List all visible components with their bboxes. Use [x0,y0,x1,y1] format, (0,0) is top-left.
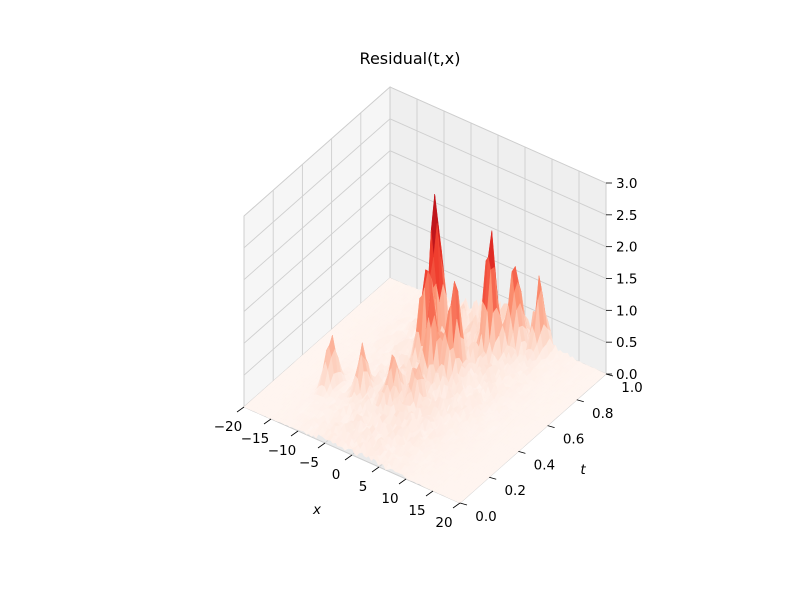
x-tick-label: 0 [332,467,341,483]
z-gridline-back [389,150,607,248]
z-tick-label: 2.5 [616,208,637,224]
x-axis-label: x [312,502,322,518]
z-gridline-back [389,245,607,343]
z-gridline-back [389,182,607,279]
z-gridline-left [243,213,391,344]
t-tick-mark [489,476,497,480]
x-tick-label: 15 [408,503,425,519]
surface-patch [457,498,464,504]
x-tick-label: −10 [268,443,297,459]
z-tick-label: 3.0 [616,176,637,192]
z-gridline-left [243,150,391,281]
x-tick-label: 20 [435,515,452,531]
x-tick-label: 10 [381,491,398,507]
t-tick-label: 1.0 [621,380,642,396]
x-tick-label: 5 [359,479,368,495]
z-tick-label: 1.5 [616,272,637,288]
x-tick-mark [452,502,461,509]
z-tick-label: 0.0 [616,367,637,383]
t-tick-mark [518,451,526,454]
z-gridline-left [243,245,391,376]
x-tick-mark [425,490,434,497]
z-gridline-left [243,118,391,249]
z-tick-label: 1.0 [616,303,637,319]
z-gridline-left [243,182,391,312]
t-tick-label: 0.8 [592,406,613,422]
x-tick-mark [290,430,299,437]
x-tick-mark [236,406,245,413]
t-tick-label: 0.6 [563,432,584,448]
z-gridline-back [389,118,607,216]
t-axis-label: t [580,462,586,478]
t-tick-label: 0.4 [534,457,555,473]
x-tick-label: −5 [299,455,319,471]
z-gridline-left [243,86,391,217]
x-tick-label: −20 [214,419,243,435]
t-tick-label: 0.0 [475,509,496,525]
z-tick-label: 2.0 [616,240,637,256]
t-tick-mark [576,399,584,403]
x-tick-mark [317,442,326,449]
t-tick-mark [459,502,468,506]
chart-title: Residual(t,x) [360,49,461,68]
x-tick-mark [263,418,272,425]
t-tick-label: 0.2 [504,483,525,499]
x-tick-mark [344,454,353,461]
z-gridline-back [389,213,607,311]
t-tick-mark [547,425,555,428]
z-tick-label: 0.5 [616,335,637,351]
x-tick-label: −15 [241,431,270,447]
residual-surface [243,194,607,504]
x-tick-mark [371,466,380,473]
x-tick-mark [398,478,407,485]
z-gridline-back [389,86,607,184]
